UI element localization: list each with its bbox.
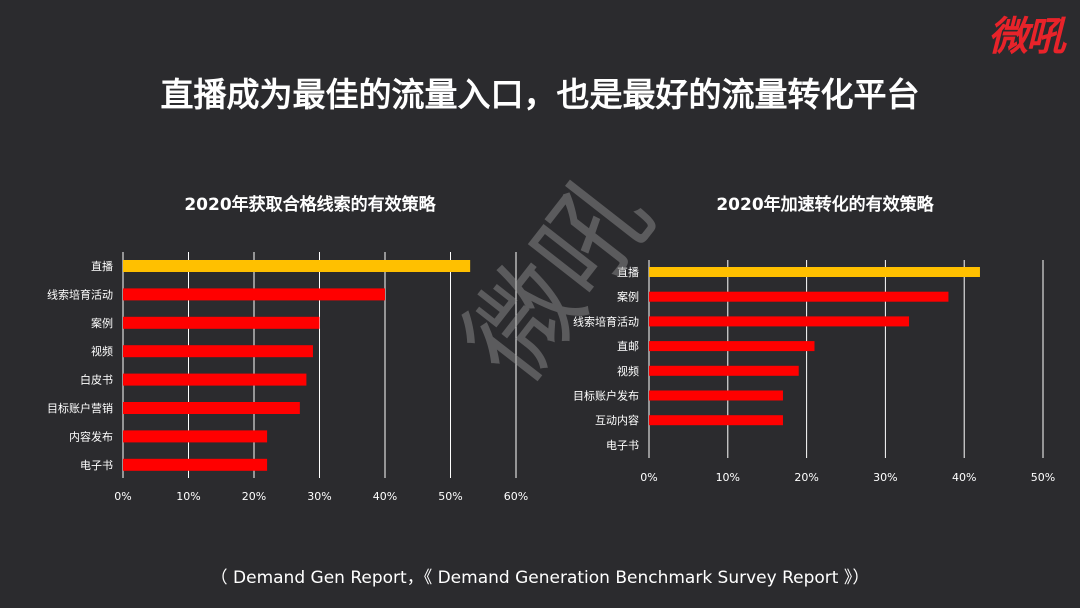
x-tick-label: 20% (242, 490, 266, 503)
bar (649, 291, 949, 302)
category-label: 直播 (91, 259, 113, 273)
x-tick-label: 0% (640, 471, 657, 484)
bar (123, 345, 313, 358)
x-tick-label: 40% (373, 490, 397, 503)
category-label: 直邮 (617, 339, 639, 353)
bar (649, 415, 783, 426)
category-label: 直播 (617, 265, 639, 279)
bar (123, 430, 268, 443)
bar (649, 316, 910, 327)
category-label: 视频 (617, 364, 639, 378)
x-tick-label: 20% (794, 471, 818, 484)
x-tick-label: 30% (307, 490, 331, 503)
category-label: 目标账户发布 (573, 389, 639, 403)
x-tick-label: 40% (952, 471, 976, 484)
category-label: 视频 (91, 344, 113, 358)
x-tick-label: 30% (873, 471, 897, 484)
x-tick-label: 50% (1031, 471, 1055, 484)
category-label: 案例 (91, 316, 113, 330)
x-tick-label: 50% (438, 490, 462, 503)
bar (123, 288, 385, 301)
category-label: 线索培育活动 (47, 287, 113, 301)
source-citation: （ Demand Gen Report，《 Demand Generation … (210, 568, 870, 588)
brand-logo: 微吼 (988, 14, 1066, 60)
bar (649, 341, 815, 352)
category-label: 电子书 (80, 459, 113, 472)
bar (123, 458, 268, 471)
bar (649, 390, 783, 401)
category-label: 线索培育活动 (573, 314, 639, 328)
category-label: 内容发布 (69, 429, 113, 443)
page-headline: 直播成为最佳的流量入口，也是最好的流量转化平台 (160, 75, 920, 114)
category-label: 白皮书 (80, 373, 113, 387)
chart-left-title: 2020年获取合格线索的有效策略 (184, 195, 436, 215)
category-label: 互动内容 (595, 413, 639, 427)
bar (123, 260, 471, 272)
x-tick-label: 60% (504, 490, 528, 503)
bar (649, 267, 980, 277)
category-label: 电子书 (606, 439, 639, 452)
x-tick-label: 10% (716, 471, 740, 484)
bar (123, 316, 320, 329)
x-tick-label: 10% (176, 490, 200, 503)
bar (123, 402, 300, 414)
category-label: 案例 (617, 290, 639, 304)
category-label: 目标账户营销 (47, 401, 113, 415)
chart-right-title: 2020年加速转化的有效策略 (716, 195, 934, 215)
bar (649, 365, 799, 376)
bar (123, 373, 307, 386)
x-tick-label: 0% (114, 490, 131, 503)
